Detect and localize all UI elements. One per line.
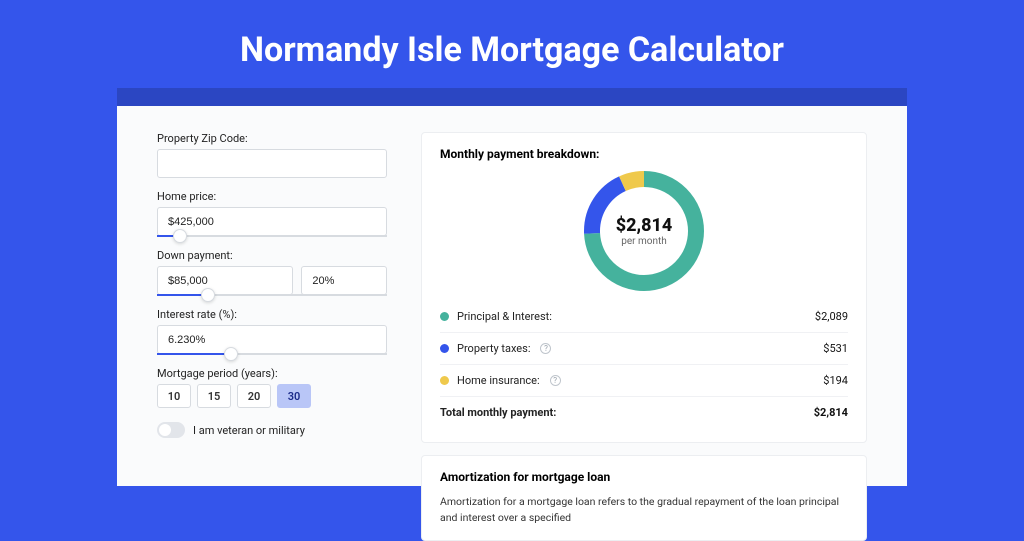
total-label: Total monthly payment: bbox=[440, 406, 556, 419]
help-icon[interactable]: ? bbox=[550, 375, 561, 386]
donut-chart: $2,814 per month bbox=[584, 171, 704, 291]
legend-row: Home insurance:? $194 bbox=[440, 364, 848, 396]
veteran-label: I am veteran or military bbox=[193, 424, 305, 437]
down-payment-slider[interactable] bbox=[157, 294, 387, 296]
period-option-30[interactable]: 30 bbox=[277, 384, 311, 408]
interest-rate-input[interactable] bbox=[157, 325, 387, 354]
amortization-text: Amortization for a mortgage loan refers … bbox=[440, 494, 848, 526]
card-shadow bbox=[117, 88, 907, 106]
donut-amount: $2,814 bbox=[616, 215, 673, 236]
breakdown-panel: Monthly payment breakdown: $2,814 per mo… bbox=[421, 132, 867, 443]
legend-label: Principal & Interest: bbox=[457, 310, 552, 323]
donut-sub: per month bbox=[621, 236, 667, 247]
down-payment-label: Down payment: bbox=[157, 249, 387, 262]
home-price-slider-knob[interactable] bbox=[173, 229, 187, 243]
zip-input[interactable] bbox=[157, 149, 387, 178]
breakdown-column: Monthly payment breakdown: $2,814 per mo… bbox=[421, 132, 867, 486]
legend-total-row: Total monthly payment: $2,814 bbox=[440, 396, 848, 428]
legend-value: $194 bbox=[823, 374, 848, 387]
veteran-toggle[interactable] bbox=[157, 422, 185, 438]
breakdown-title: Monthly payment breakdown: bbox=[440, 147, 848, 161]
zip-label: Property Zip Code: bbox=[157, 132, 387, 145]
home-price-slider[interactable] bbox=[157, 235, 387, 237]
form-column: Property Zip Code: Home price: Down paym… bbox=[157, 132, 387, 486]
period-option-20[interactable]: 20 bbox=[237, 384, 271, 408]
home-price-group: Home price: bbox=[157, 190, 387, 237]
legend: Principal & Interest: $2,089 Property taxe… bbox=[440, 301, 848, 396]
down-payment-slider-knob[interactable] bbox=[201, 288, 215, 302]
interest-rate-slider-knob[interactable] bbox=[224, 347, 238, 361]
amortization-panel: Amortization for mortgage loan Amortizat… bbox=[421, 455, 867, 541]
period-group: Mortgage period (years): 10152030 bbox=[157, 367, 387, 408]
legend-value: $531 bbox=[823, 342, 848, 355]
calculator-card: Property Zip Code: Home price: Down paym… bbox=[117, 106, 907, 486]
legend-row: Principal & Interest: $2,089 bbox=[440, 301, 848, 332]
down-payment-percent-input[interactable] bbox=[301, 266, 387, 295]
help-icon[interactable]: ? bbox=[540, 343, 551, 354]
legend-dot bbox=[440, 344, 449, 353]
down-payment-group: Down payment: bbox=[157, 249, 387, 296]
total-value: $2,814 bbox=[814, 406, 848, 419]
legend-label: Home insurance: bbox=[457, 374, 540, 387]
legend-value: $2,089 bbox=[815, 310, 848, 323]
veteran-row: I am veteran or military bbox=[157, 422, 387, 438]
interest-rate-slider[interactable] bbox=[157, 353, 387, 355]
period-options: 10152030 bbox=[157, 384, 387, 408]
interest-rate-label: Interest rate (%): bbox=[157, 308, 387, 321]
legend-row: Property taxes:? $531 bbox=[440, 332, 848, 364]
zip-group: Property Zip Code: bbox=[157, 132, 387, 178]
amortization-title: Amortization for mortgage loan bbox=[440, 470, 848, 484]
legend-dot bbox=[440, 312, 449, 321]
period-label: Mortgage period (years): bbox=[157, 367, 387, 380]
donut-wrap: $2,814 per month bbox=[440, 171, 848, 291]
home-price-input[interactable] bbox=[157, 207, 387, 236]
period-option-10[interactable]: 10 bbox=[157, 384, 191, 408]
interest-rate-group: Interest rate (%): bbox=[157, 308, 387, 355]
legend-dot bbox=[440, 376, 449, 385]
legend-label: Property taxes: bbox=[457, 342, 530, 355]
home-price-label: Home price: bbox=[157, 190, 387, 203]
down-payment-amount-input[interactable] bbox=[157, 266, 293, 295]
period-option-15[interactable]: 15 bbox=[197, 384, 231, 408]
page-title: Normandy Isle Mortgage Calculator bbox=[240, 30, 784, 70]
